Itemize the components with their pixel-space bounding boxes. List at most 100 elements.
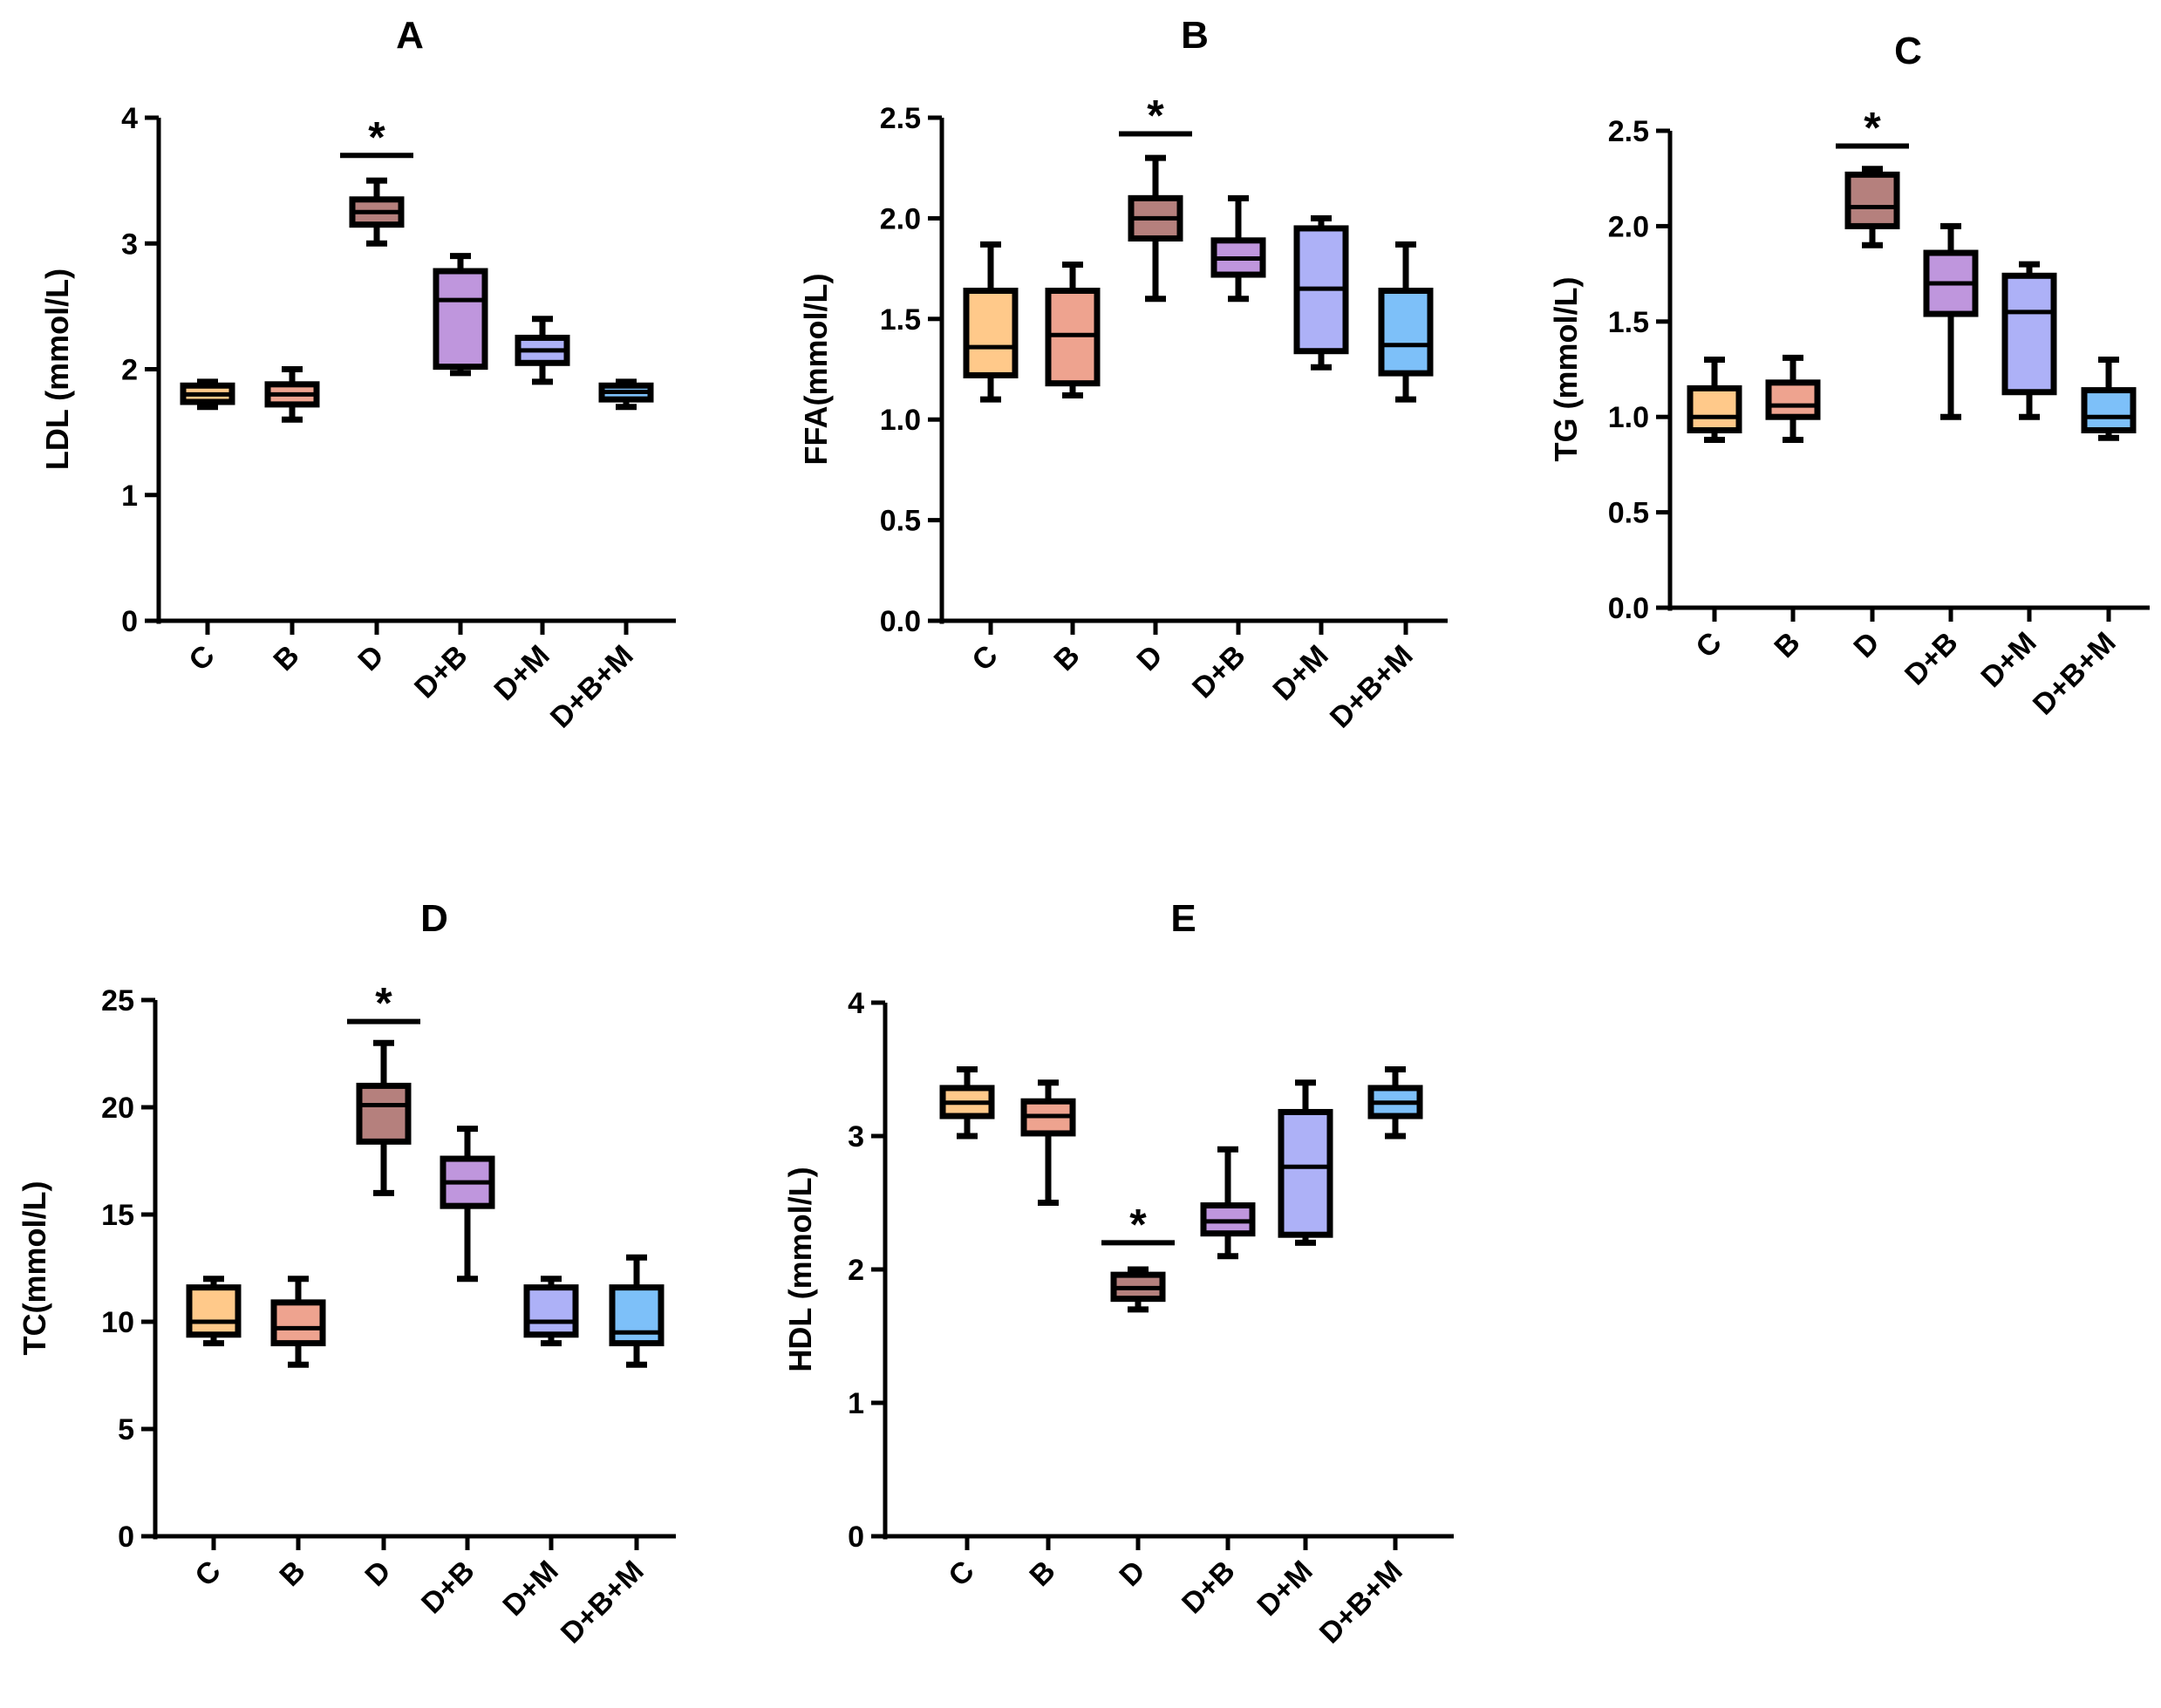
y-tick-label: 2.0 [1608,210,1649,243]
x-category-label: D+B [408,639,474,705]
y-tick-label: 1.0 [1608,401,1649,434]
significance-star: * [1129,1200,1147,1249]
y-tick-label: 1.5 [880,303,921,337]
y-tick-label: 0 [121,605,138,638]
panel-title: E [1170,897,1196,940]
x-category-label: B [267,639,305,677]
x-category-label: D+M [487,639,556,707]
box-D+M [523,1276,579,1347]
panel-D: D TC(mmol/L) 0 5 10 15 20 25 C B D D+B D+MD+B+M * [17,897,676,1650]
y-axis-title: LDL (mmol/L) [39,269,75,470]
x-category-label: D+B+M [1313,1555,1409,1650]
x-category-label: D [358,1555,397,1593]
y-tick-label: 5 [118,1413,134,1446]
y-tick-label: 2.5 [1608,115,1649,148]
iqr-box [1844,171,1900,229]
y-axis-title: FFA(mmol/L) [798,274,834,466]
y-tick-label: 4 [848,987,864,1020]
box-D+B [1200,1146,1256,1260]
box-D+M [1293,214,1349,371]
panel-title: C [1894,30,1922,72]
y-axis-title: TG (mmol/L) [1548,277,1584,462]
significance-star: * [1147,91,1164,139]
iqr-box [1687,384,1742,434]
x-category-label: D+B [1176,1555,1242,1621]
box-D+B [1210,194,1266,303]
box-B [1020,1079,1076,1206]
x-category-label: D [1113,1555,1151,1593]
box-C [1687,357,1742,443]
y-tick-label: 0.5 [880,505,921,538]
y-tick-label: 1 [848,1387,864,1420]
iqr-box [1765,379,1821,420]
y-tick-label: 0.0 [1608,592,1649,625]
y-tick-label: 3 [848,1120,864,1153]
box-D+B [433,253,488,377]
x-category-label: D+B+M [2027,626,2123,722]
x-category-label: D+M [1251,1555,1319,1623]
iqr-box [433,268,488,371]
iqr-box [2081,387,2137,434]
x-category-label: B [273,1555,311,1593]
iqr-box [1378,287,1434,377]
box-D+B [440,1126,495,1283]
y-tick-label: 15 [101,1199,134,1232]
x-category-label: D+M [1974,626,2042,694]
x-category-label: D+M [496,1555,564,1623]
box-D+B+M [1378,241,1434,403]
y-axis-title: HDL (mmol/L) [782,1167,818,1371]
box-D+B [1923,222,1979,420]
x-category-label: B [1768,626,1806,664]
box-C [939,1066,995,1140]
panel-E: E HDL (mmol/L) 0 1 2 3 4 C B D D+B D+MD+B+M * [782,897,1454,1650]
x-category-label: C [965,639,1004,677]
x-category-label: D+B+M [544,639,640,735]
box-B [1045,261,1101,399]
y-tick-label: 25 [101,984,134,1017]
y-tick-label: 1 [121,480,138,513]
box-D+M [2001,261,2057,420]
significance-star: * [375,979,392,1028]
iqr-box [523,1284,579,1338]
box-D+M [1278,1079,1333,1246]
box-D [356,1039,412,1196]
y-tick-label: 2 [121,354,138,387]
iqr-box [270,1299,326,1347]
box-D+B+M [2081,357,2137,441]
iqr-box [963,287,1019,378]
y-tick-label: 10 [101,1306,134,1339]
box-D [1110,1266,1166,1313]
x-category-label: D [1130,639,1169,677]
iqr-box [186,1284,242,1338]
panel-title: B [1181,14,1209,57]
y-tick-label: 4 [121,102,138,135]
y-tick-label: 0.5 [1608,497,1649,530]
panel-title: D [420,897,448,940]
panel-A: A LDL (mmol/L) 0 1 2 3 4 C B D D+B D+MD+B+M * [39,14,676,734]
y-tick-label: 2.0 [880,202,921,235]
box-D [349,177,405,247]
box-B [270,1276,326,1368]
y-tick-label: 1.0 [880,404,921,437]
box-D+B+M [598,378,654,411]
box-D [1844,166,1900,248]
x-category-label: D+B [1899,626,1965,692]
panel-title: A [396,14,424,57]
x-category-label: D+M [1266,639,1334,707]
x-category-label: C [188,1555,227,1593]
box-C [186,1276,242,1347]
x-category-label: D+B [1186,639,1252,705]
box-B [264,366,320,423]
y-tick-label: 20 [101,1092,134,1125]
box-D+B+M [1367,1066,1423,1140]
box-D+M [515,316,570,385]
x-category-label: D [351,639,390,677]
panel-B: B FFA(mmol/L) 0.0 0.5 1.0 1.5 2.0 2.5 C B D D+B D+MD… [798,14,1448,734]
x-category-label: B [1047,639,1086,677]
box-C [180,378,235,411]
box-D [1128,154,1183,303]
y-tick-label: 0 [848,1521,864,1554]
iqr-box [1278,1108,1333,1238]
iqr-box [2001,272,2057,396]
